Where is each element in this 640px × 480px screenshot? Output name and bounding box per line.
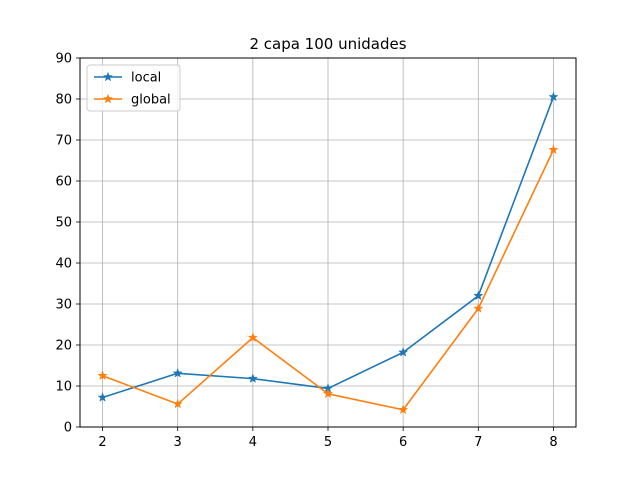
y-tick-label: 60 — [55, 175, 72, 190]
legend: local global — [86, 64, 181, 112]
data-point-global — [398, 404, 409, 415]
data-point-global — [548, 144, 559, 155]
legend-label-global: global — [131, 93, 171, 108]
x-tick-label: 6 — [399, 435, 407, 450]
y-tick-label: 50 — [55, 216, 72, 231]
legend-marker-local — [102, 71, 114, 82]
x-tick-label: 2 — [98, 435, 106, 450]
y-tick-label: 70 — [55, 134, 72, 149]
y-tick-label: 80 — [55, 93, 72, 108]
x-tick-label: 4 — [249, 435, 257, 450]
legend-marker-global — [102, 93, 114, 104]
y-tick-label: 40 — [55, 257, 72, 272]
data-point-local — [473, 290, 484, 301]
x-tick-label: 3 — [174, 435, 182, 450]
y-tick-label: 20 — [55, 339, 72, 354]
chart-title: 2 capa 100 unidades — [249, 35, 406, 53]
data-point-local — [97, 392, 108, 402]
y-tick-label: 0 — [64, 421, 72, 436]
y-tick-label: 90 — [55, 52, 72, 67]
y-tick-label: 30 — [55, 298, 72, 313]
data-point-local — [398, 347, 409, 357]
legend-label-local: local — [131, 71, 161, 86]
data-point-global — [322, 388, 334, 399]
data-point-global — [247, 332, 258, 342]
data-point-global — [473, 303, 484, 313]
x-tick-label: 8 — [549, 435, 557, 450]
data-point-local — [247, 373, 258, 383]
x-tick-label: 7 — [474, 435, 482, 450]
data-point-local — [548, 91, 559, 102]
data-point-global — [97, 370, 108, 381]
series-layer — [97, 91, 559, 415]
data-point-local — [172, 367, 183, 378]
x-tick-label: 5 — [324, 435, 332, 450]
data-point-global — [172, 398, 183, 409]
y-tick-label: 10 — [55, 380, 72, 395]
